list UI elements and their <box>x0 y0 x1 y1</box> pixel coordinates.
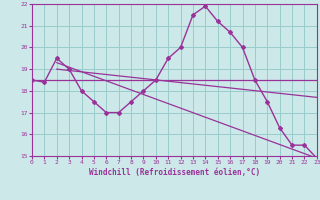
X-axis label: Windchill (Refroidissement éolien,°C): Windchill (Refroidissement éolien,°C) <box>89 168 260 177</box>
